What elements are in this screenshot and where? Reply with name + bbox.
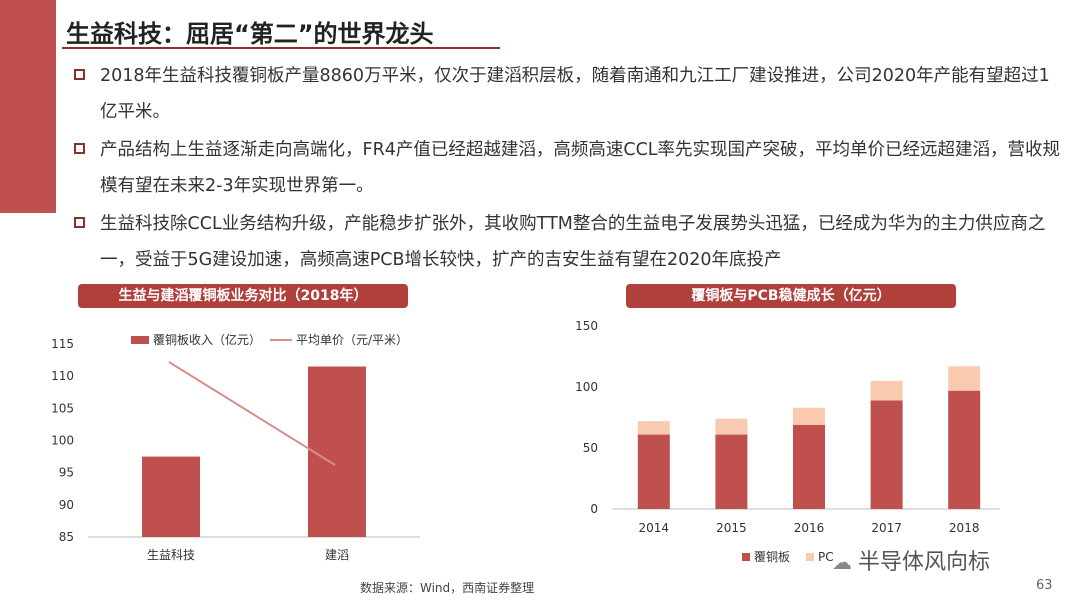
- legend-label-price: 平均单价（元/平米）: [296, 333, 408, 347]
- bullet-text: 产品结构上生益逐渐走向高端化，FR4产值已经超越建滔，高频高速CCL率先实现国产…: [100, 140, 1061, 196]
- square-bullet-icon: [74, 143, 85, 154]
- x-tick-label: 建滔: [325, 548, 349, 562]
- legend-label-ccl: 覆铜板: [754, 549, 790, 564]
- chart-1-title: 生益与建滔覆铜板业务对比（2018年）: [78, 284, 408, 308]
- bar-pcb: [870, 380, 903, 401]
- bar-pcb: [637, 421, 670, 435]
- accent-side-bar: [0, 0, 56, 213]
- bar-pcb: [948, 366, 981, 391]
- page-number: 63: [1036, 578, 1053, 593]
- watermark-text: 半导体风向标: [858, 550, 991, 575]
- y-tick-label: 110: [51, 369, 74, 383]
- bar-ccl: [870, 400, 903, 509]
- bar-pcb: [715, 418, 748, 435]
- bullet-item: 2018年生益科技覆铜板产量8860万平米，仅次于建滔积层板，随着南通和九江工厂…: [72, 58, 1062, 130]
- bar-ccl: [948, 390, 981, 509]
- wechat-icon: ☁: [832, 550, 852, 574]
- bullet-text: 2018年生益科技覆铜板产量8860万平米，仅次于建滔积层板，随着南通和九江工厂…: [100, 66, 1050, 122]
- bullet-item: 产品结构上生益逐渐走向高端化，FR4产值已经超越建滔，高频高速CCL率先实现国产…: [72, 132, 1062, 204]
- bar-ccl: [637, 434, 670, 509]
- x-tick-label: 2018: [949, 521, 980, 535]
- y-tick-label: 90: [59, 498, 74, 512]
- legend-label-pcb: PC: [818, 550, 834, 564]
- x-tick-label: 2014: [639, 521, 670, 535]
- line-unit-price: [168, 361, 336, 466]
- x-tick-label: 生益科技: [147, 548, 195, 562]
- bullet-item: 生益科技除CCL业务结构升级，产能稳步扩张外，其收购TTM整合的生益电子发展势头…: [72, 206, 1062, 278]
- y-tick-label: 100: [51, 434, 74, 448]
- legend-swatch-ccl: [742, 553, 750, 561]
- y-tick-label: 50: [583, 441, 598, 455]
- bar-pcb: [793, 407, 825, 425]
- x-tick-label: 2015: [716, 521, 747, 535]
- y-tick-label: 100: [575, 380, 598, 394]
- y-tick-label: 85: [59, 530, 74, 544]
- legend-swatch-pcb: [806, 553, 814, 561]
- legend-swatch-revenue: [131, 336, 149, 344]
- legend-label-revenue: 覆铜板收入（亿元）: [153, 332, 261, 347]
- watermark: ☁ 半导体风向标: [832, 544, 990, 576]
- square-bullet-icon: [74, 217, 85, 228]
- y-tick-label: 0: [590, 502, 598, 516]
- y-tick-label: 105: [51, 401, 74, 415]
- bar-revenue: [308, 366, 366, 537]
- page-title: 生益科技：屈居“第二”的世界龙头: [66, 20, 434, 48]
- y-tick-label: 150: [575, 319, 598, 333]
- y-tick-label: 115: [51, 337, 74, 351]
- bullet-text: 生益科技除CCL业务结构升级，产能稳步扩张外，其收购TTM整合的生益电子发展势头…: [100, 214, 1046, 270]
- x-tick-label: 2016: [794, 521, 825, 535]
- chart-2-title: 覆铜板与PCB稳健成长（亿元）: [626, 284, 956, 308]
- x-tick-label: 2017: [871, 521, 902, 535]
- title-underline: [62, 47, 500, 49]
- square-bullet-icon: [74, 69, 85, 80]
- bar-ccl: [715, 434, 748, 509]
- bar-revenue: [142, 456, 200, 537]
- data-source-note: 数据来源：Wind，西南证券整理: [360, 581, 535, 595]
- bar-ccl: [793, 424, 825, 509]
- bullet-list: 2018年生益科技覆铜板产量8860万平米，仅次于建滔积层板，随着南通和九江工厂…: [72, 58, 1062, 280]
- y-tick-label: 95: [59, 466, 74, 480]
